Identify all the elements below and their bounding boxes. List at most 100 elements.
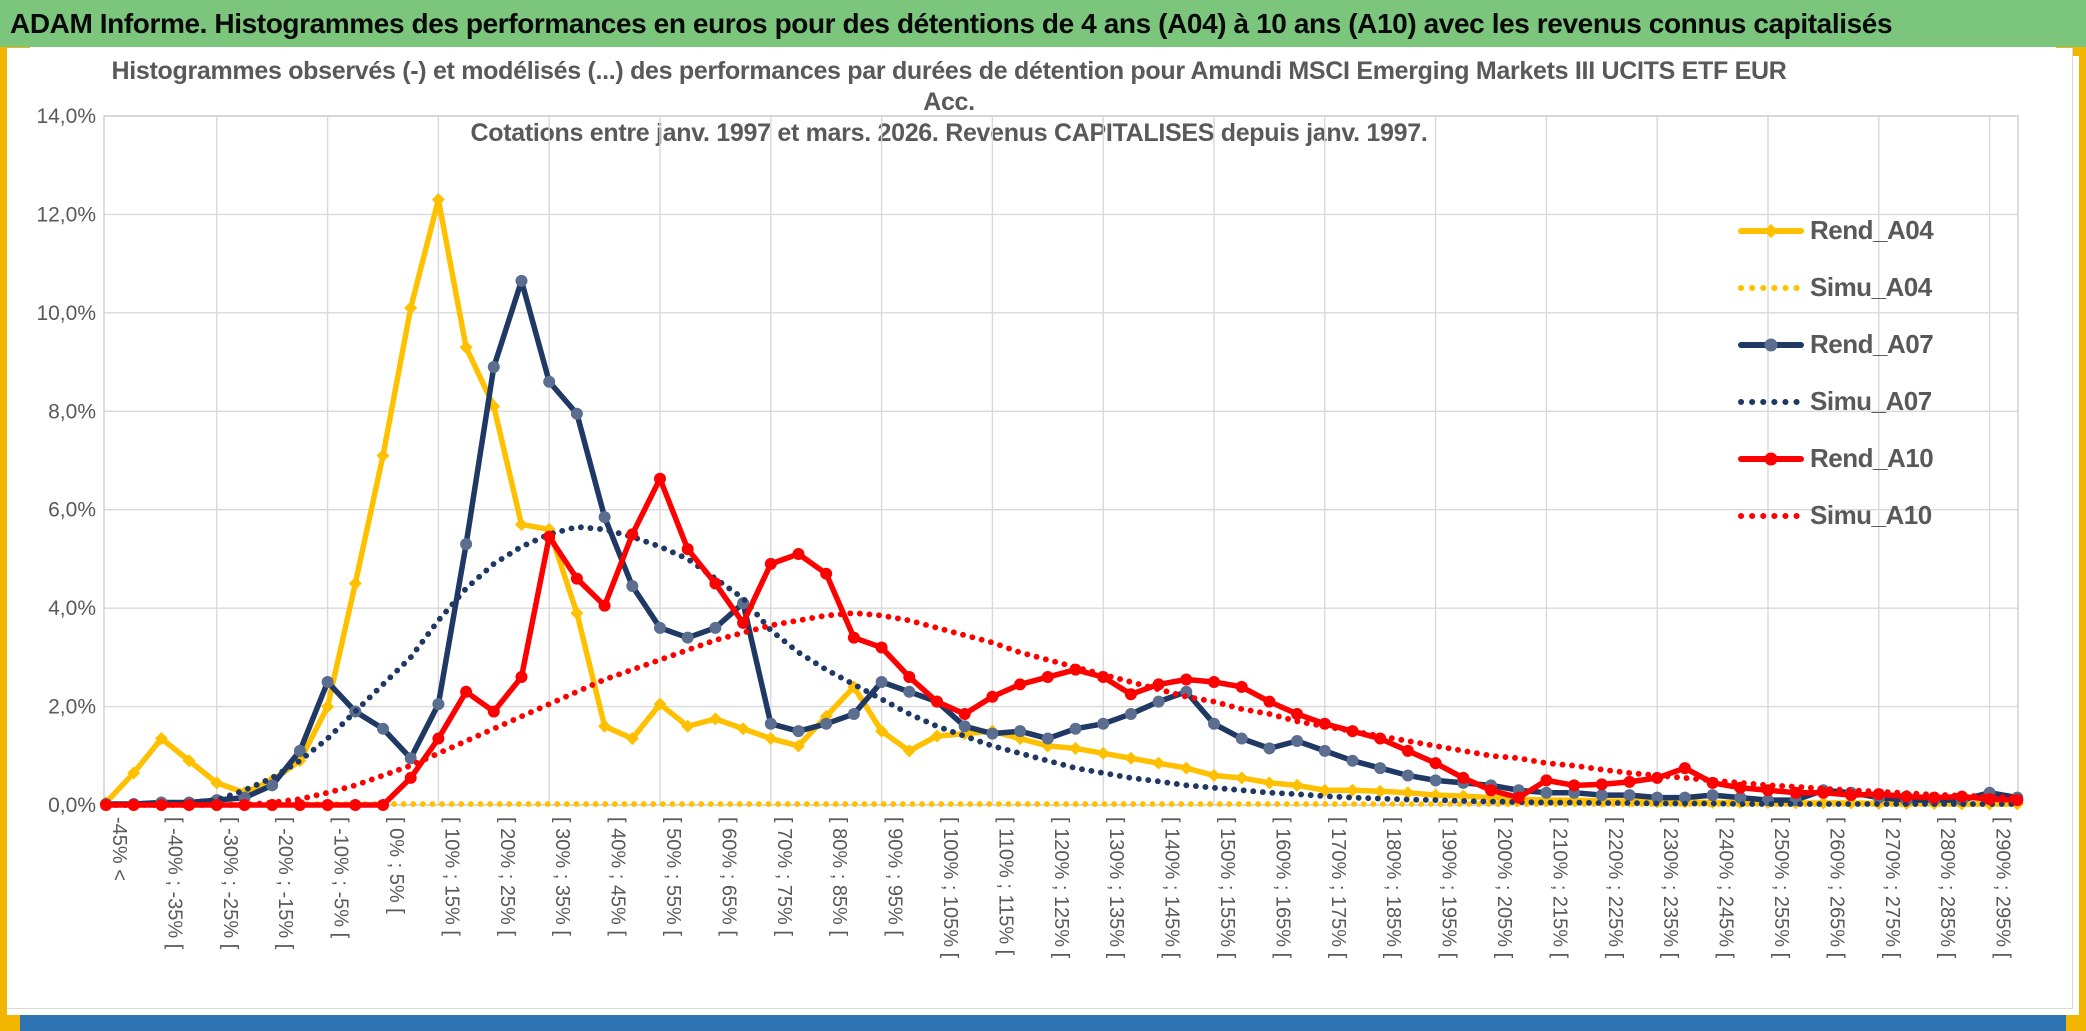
marker-Rend_A10 — [1512, 791, 1525, 804]
marker-Rend_A10 — [1291, 707, 1304, 720]
x-axis-label: [ 210% ; 215% [ — [1548, 817, 1570, 959]
marker-Rend_A07 — [1401, 769, 1414, 782]
gold-corner-bottom-right — [2066, 1015, 2086, 1031]
marker-Rend_A10 — [1623, 775, 1636, 788]
marker-Rend_A07 — [1374, 762, 1387, 775]
marker-Rend_A04 — [653, 697, 667, 711]
marker-Rend_A07 — [681, 631, 694, 644]
legend-item-Rend_A10: Rend_A10 — [1738, 430, 2038, 487]
x-axis-label: [ 50% ; 55% [ — [662, 817, 684, 936]
x-axis-label: [ -40% ; -35% [ — [163, 817, 185, 950]
marker-Rend_A10 — [1180, 673, 1193, 686]
marker-Rend_A10 — [1041, 671, 1054, 684]
marker-Rend_A07 — [515, 274, 528, 287]
series-line-Rend_A10 — [103, 475, 2021, 808]
x-axis-label: [ 220% ; 225% [ — [1604, 817, 1626, 959]
marker-Rend_A07 — [1595, 789, 1608, 802]
marker-Rend_A07 — [570, 407, 583, 420]
x-axis-label: [ 30% ; 35% [ — [551, 817, 573, 936]
marker-Rend_A04 — [404, 301, 418, 315]
marker-Rend_A07 — [1346, 754, 1359, 767]
x-axis-label: [ 70% ; 75% [ — [773, 817, 795, 936]
chart-card — [7, 48, 2073, 1009]
marker-Rend_A10 — [1401, 744, 1414, 757]
marker-Rend_A07 — [1235, 732, 1248, 745]
marker-Rend_A04 — [210, 776, 224, 790]
marker-Rend_A04 — [154, 732, 168, 746]
marker-Rend_A10 — [681, 543, 694, 556]
marker-Rend_A07 — [293, 744, 306, 757]
marker-Rend_A07 — [1429, 774, 1442, 787]
chart-subtitle: Cotations entre janv. 1997 et mars. 2026… — [470, 119, 1428, 147]
marker-Rend_A04 — [791, 739, 806, 753]
x-axis-label: [ 250% ; 255% [ — [1770, 817, 1792, 959]
marker-Rend_A10 — [515, 671, 528, 684]
marker-Rend_A10 — [1485, 784, 1497, 797]
legend-swatch-Rend_A07 — [1738, 338, 1804, 351]
marker-Rend_A10 — [238, 799, 251, 811]
marker-Rend_A10 — [1457, 771, 1470, 784]
y-axis-label: 4,0% — [48, 597, 96, 620]
legend-label-Simu_A07: Simu_A07 — [1810, 386, 1932, 416]
legend-label-Rend_A07: Rend_A07 — [1810, 329, 1934, 359]
y-axis-label: 14,0% — [36, 105, 96, 128]
x-axis-label: [ -10% ; -5% [ — [330, 817, 352, 939]
marker-Rend_A07 — [626, 579, 639, 592]
marker-Rend_A07 — [266, 779, 279, 792]
marker-Rend_A04 — [1068, 741, 1083, 755]
legend-label-Rend_A10: Rend_A10 — [1810, 443, 1934, 473]
marker-Rend_A07 — [460, 538, 473, 551]
marker-Rend_A04 — [1152, 756, 1166, 770]
legend-label-Simu_A10: Simu_A10 — [1810, 500, 1932, 530]
marker-Rend_A10 — [460, 685, 473, 698]
marker-Rend_A04 — [708, 712, 722, 726]
series-line-Rend_A07 — [103, 278, 2021, 807]
y-axis-label: 6,0% — [48, 499, 96, 522]
marker-Rend_A10 — [1263, 695, 1276, 708]
x-axis-label: [ 20% ; 25% [ — [496, 817, 518, 936]
marker-Rend_A04 — [1373, 784, 1387, 798]
marker-Rend_A04 — [681, 719, 695, 733]
marker-Rend_A04 — [348, 577, 362, 591]
marker-Rend_A07 — [1651, 791, 1664, 804]
marker-Rend_A07 — [1678, 791, 1691, 804]
legend-label-Simu_A04: Simu_A04 — [1810, 272, 1932, 302]
marker-Rend_A10 — [432, 732, 445, 745]
x-axis-label: [ 190% ; 195% [ — [1438, 817, 1460, 959]
x-axis-label: [ 230% ; 235% [ — [1659, 817, 1681, 959]
marker-Rend_A04 — [127, 766, 141, 780]
x-axis-label: [ 150% ; 155% [ — [1216, 817, 1238, 959]
marker-Rend_A07 — [432, 698, 445, 711]
marker-Rend_A10 — [792, 548, 805, 561]
x-axis-label: [ 130% ; 135% [ — [1105, 817, 1127, 959]
x-axis-label: [ 120% ; 125% [ — [1050, 817, 1072, 959]
x-axis-label: [ 160% ; 165% [ — [1271, 817, 1293, 959]
marker-Rend_A07 — [1097, 717, 1110, 730]
marker-Rend_A10 — [709, 577, 722, 590]
x-axis-label: [ 60% ; 65% [ — [717, 817, 739, 936]
marker-Rend_A10 — [487, 705, 500, 718]
marker-Rend_A04 — [1124, 751, 1138, 765]
marker-Rend_A10 — [377, 799, 389, 811]
marker-Rend_A07 — [598, 511, 611, 524]
marker-Rend_A07 — [792, 725, 805, 738]
y-axis-label: 12,0% — [36, 203, 96, 226]
legend-swatch-Rend_A04 — [1738, 223, 1804, 238]
marker-Rend_A04 — [1345, 783, 1360, 797]
marker-Rend_A04 — [376, 449, 390, 463]
marker-Rend_A10 — [598, 599, 611, 612]
marker-Rend_A10 — [903, 671, 916, 684]
marker-Rend_A10 — [737, 616, 750, 629]
marker-Rend_A04 — [1235, 771, 1249, 785]
marker-Rend_A04 — [1429, 788, 1443, 802]
marker-Rend_A10 — [349, 799, 362, 811]
marker-Rend_A10 — [958, 707, 971, 720]
marker-Rend_A04 — [875, 724, 889, 738]
marker-Rend_A07 — [1208, 717, 1220, 730]
plot-border — [103, 115, 2019, 806]
marker-Rend_A10 — [1124, 688, 1137, 701]
marker-Rend_A07 — [1291, 735, 1304, 748]
x-axis-label: [ 40% ; 45% [ — [607, 817, 629, 936]
marker-Rend_A07 — [404, 752, 417, 765]
